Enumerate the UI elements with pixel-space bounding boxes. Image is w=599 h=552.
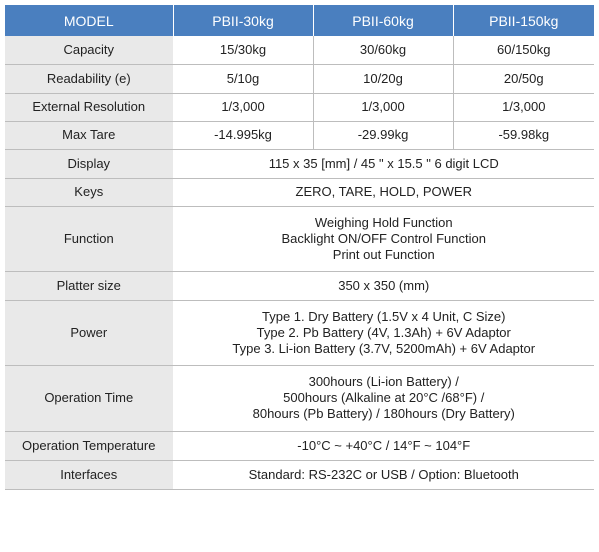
cell-value: 5/10g [173, 64, 314, 94]
function-line: Print out Function [332, 246, 435, 262]
cell-value: 350 x 350 (mm) [173, 271, 594, 301]
operation-time-line: 80hours (Pb Battery) / 180hours (Dry Bat… [252, 406, 515, 421]
row-power: Power Type 1. Dry Battery (1.5V x 4 Unit… [5, 300, 594, 366]
cell-value: 1/3,000 [173, 93, 314, 122]
function-line: Weighing Hold Function [314, 214, 453, 230]
operation-time-line: 300hours (Li-ion Battery) / [308, 374, 459, 389]
function-line: Backlight ON/OFF Control Function [281, 230, 486, 246]
cell-value: -59.98kg [453, 121, 594, 150]
row-function: Function Weighing Hold Function Backligh… [5, 206, 594, 272]
row-label: Operation Temperature [5, 431, 174, 461]
cell-value: -10°C ~ +40°C / 14°F ~ 104°F [173, 431, 594, 461]
row-label: External Resolution [5, 93, 174, 122]
cell-value: -29.99kg [313, 121, 454, 150]
row-interfaces: Interfaces Standard: RS-232C or USB / Op… [5, 460, 594, 490]
header-row: MODEL PBII-30kg PBII-60kg PBII-150kg [5, 5, 594, 36]
cell-value: 300hours (Li-ion Battery) / 500hours (Al… [173, 365, 594, 432]
row-keys: Keys ZERO, TARE, HOLD, POWER [5, 178, 594, 207]
cell-value: 115 x 35 [mm] / 45 " x 15.5 " 6 digit LC… [173, 149, 594, 179]
row-label: Readability (e) [5, 64, 174, 94]
row-platter-size: Platter size 350 x 350 (mm) [5, 271, 594, 301]
cell-value: 30/60kg [313, 36, 454, 65]
cell-value: Type 1. Dry Battery (1.5V x 4 Unit, C Si… [173, 300, 594, 366]
row-label: Keys [5, 178, 174, 207]
row-max-tare: Max Tare -14.995kg -29.99kg -59.98kg [5, 121, 594, 150]
row-readability: Readability (e) 5/10g 10/20g 20/50g [5, 64, 594, 94]
row-label: Interfaces [5, 460, 174, 490]
row-label: Max Tare [5, 121, 174, 150]
row-label: Display [5, 149, 174, 179]
cell-value: 10/20g [313, 64, 454, 94]
row-operation-temperature: Operation Temperature -10°C ~ +40°C / 14… [5, 431, 594, 461]
cell-value: 1/3,000 [313, 93, 454, 122]
row-external-resolution: External Resolution 1/3,000 1/3,000 1/3,… [5, 93, 594, 122]
header-pbii-60kg: PBII-60kg [313, 5, 454, 36]
header-pbii-150kg: PBII-150kg [453, 5, 594, 36]
power-line: Type 2. Pb Battery (4V, 1.3Ah) + 6V Adap… [256, 324, 511, 340]
row-display: Display 115 x 35 [mm] / 45 " x 15.5 " 6 … [5, 149, 594, 179]
header-model: MODEL [5, 5, 174, 36]
spec-table: MODEL PBII-30kg PBII-60kg PBII-150kg Cap… [5, 5, 594, 490]
operation-time-line: 500hours (Alkaline at 20°C /68°F) / [283, 390, 485, 405]
row-label: Platter size [5, 271, 174, 301]
cell-value: 15/30kg [173, 36, 314, 65]
cell-value: ZERO, TARE, HOLD, POWER [173, 178, 594, 207]
row-label: Power [5, 300, 174, 366]
cell-value: Standard: RS-232C or USB / Option: Bluet… [173, 460, 594, 490]
cell-value: Weighing Hold Function Backlight ON/OFF … [173, 206, 594, 272]
power-line: Type 3. Li-ion Battery (3.7V, 5200mAh) +… [232, 340, 536, 356]
row-label: Function [5, 206, 174, 272]
row-capacity: Capacity 15/30kg 30/60kg 60/150kg [5, 36, 594, 65]
row-label: Capacity [5, 36, 174, 65]
header-pbii-30kg: PBII-30kg [173, 5, 314, 36]
cell-value: 1/3,000 [453, 93, 594, 122]
row-label: Operation Time [5, 365, 174, 432]
power-line: Type 1. Dry Battery (1.5V x 4 Unit, C Si… [262, 308, 506, 324]
cell-value: -14.995kg [173, 121, 314, 150]
cell-value: 20/50g [453, 64, 594, 94]
cell-value: 60/150kg [453, 36, 594, 65]
row-operation-time: Operation Time 300hours (Li-ion Battery)… [5, 365, 594, 432]
